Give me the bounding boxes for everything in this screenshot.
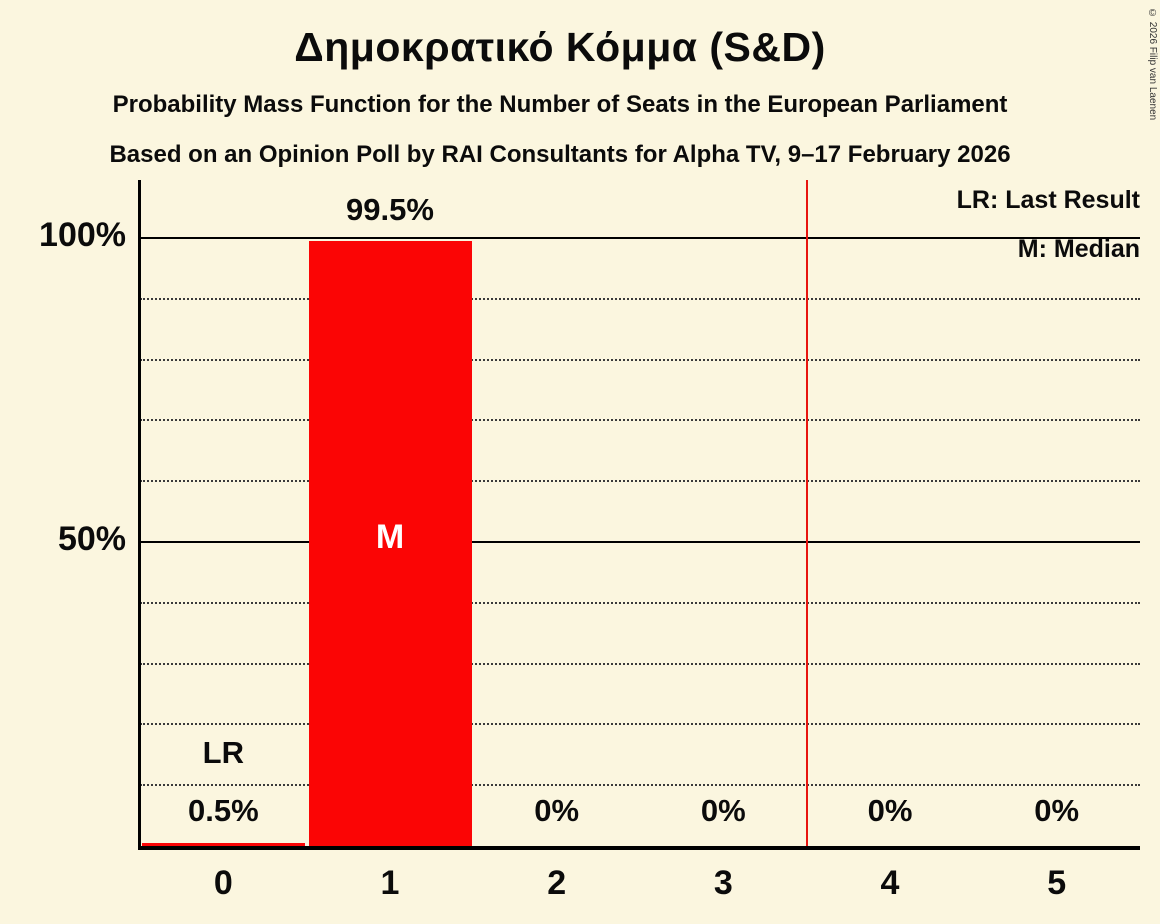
value-label-3: 0% bbox=[700, 793, 746, 828]
value-label-5: 0% bbox=[1034, 793, 1080, 828]
y-axis-tick-label: 50% bbox=[57, 520, 126, 558]
x-axis-label-1: 1 bbox=[380, 864, 400, 902]
y-axis-line bbox=[138, 180, 141, 850]
value-label-2: 0% bbox=[534, 793, 580, 828]
gridline-dotted bbox=[140, 358, 1140, 361]
gridline-dotted bbox=[140, 480, 1140, 483]
value-label-1: 99.5% bbox=[346, 192, 434, 228]
x-axis-line bbox=[138, 846, 1140, 850]
value-label-0: 0.5% bbox=[187, 793, 259, 828]
gridline-solid bbox=[140, 237, 1140, 239]
gridline-dotted bbox=[140, 662, 1140, 665]
x-axis-label-3: 3 bbox=[713, 864, 733, 902]
gridline-solid bbox=[140, 541, 1140, 543]
copyright-text: © 2026 Filip van Laenen bbox=[1147, 8, 1158, 121]
chart-subtitle-line1: Probability Mass Function for the Number… bbox=[112, 91, 1008, 118]
chart-title: Δημοκρατικό Κόμμα (S&D) bbox=[294, 24, 826, 70]
legend-last-result: LR: Last Result bbox=[956, 186, 1140, 214]
x-axis-label-0: 0 bbox=[213, 864, 233, 902]
gridline-dotted bbox=[140, 784, 1140, 787]
gridline-dotted bbox=[140, 601, 1140, 604]
x-axis-label-4: 4 bbox=[880, 864, 900, 902]
gridline-dotted bbox=[140, 723, 1140, 726]
majority-threshold-line bbox=[805, 180, 808, 850]
gridline-dotted bbox=[140, 419, 1140, 422]
bar-seats-0 bbox=[141, 842, 305, 846]
legend-median: M: Median bbox=[1017, 235, 1140, 263]
gridline-dotted bbox=[140, 297, 1140, 300]
last-result-marker-label: LR bbox=[202, 735, 244, 770]
value-label-4: 0% bbox=[867, 793, 913, 828]
y-axis-tick-label: 100% bbox=[39, 216, 126, 254]
x-axis-label-2: 2 bbox=[547, 864, 567, 902]
median-marker-label: M bbox=[375, 517, 405, 556]
bar-seats-1 bbox=[308, 241, 472, 846]
chart-subtitle-line2: Based on an Opinion Poll by RAI Consulta… bbox=[109, 141, 1011, 168]
x-axis-label-5: 5 bbox=[1047, 864, 1067, 902]
